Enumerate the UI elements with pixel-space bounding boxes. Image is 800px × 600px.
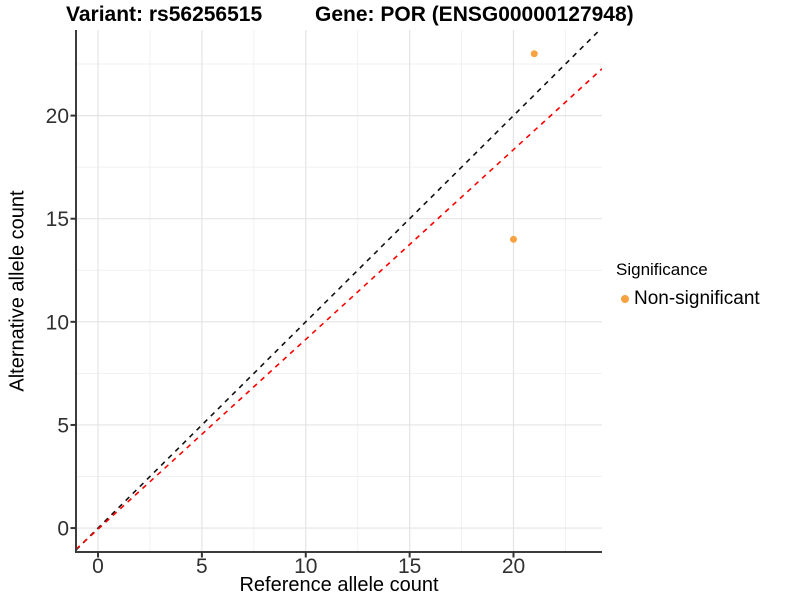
x-axis-title: Reference allele count xyxy=(239,574,439,596)
x-tick-label: 5 xyxy=(196,555,208,578)
y-tick-label: 5 xyxy=(57,414,69,437)
x-tick-label: 0 xyxy=(92,555,104,578)
expected-ratio-line xyxy=(76,68,602,550)
x-tick-label: 20 xyxy=(502,555,525,578)
y-tick-label: 10 xyxy=(46,311,69,334)
y-tick-label: 0 xyxy=(57,518,69,541)
y-axis-title: Alternative allele count xyxy=(6,190,29,392)
identity-line xyxy=(76,30,601,551)
data-point xyxy=(510,235,518,243)
y-tick-label: 15 xyxy=(46,208,69,231)
data-point xyxy=(530,50,538,58)
y-tick-label: 20 xyxy=(46,105,69,128)
plot-title-gene: Gene: POR (ENSG00000127948) xyxy=(315,3,634,26)
x-tick-label: 15 xyxy=(398,555,421,578)
plot-title-variant: Variant: rs56256515 xyxy=(66,3,263,26)
x-tick-label: 10 xyxy=(294,555,317,578)
